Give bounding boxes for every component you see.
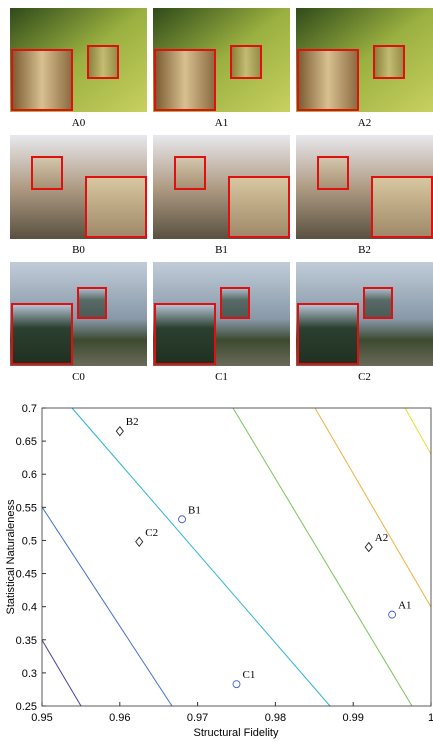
zoom-inset [85, 176, 147, 238]
zoom-box [31, 156, 63, 190]
x-tick-label: 0.97 [187, 712, 208, 724]
plot: Structural Fidelity Statistical Naturale… [5, 403, 433, 739]
zoom-box [87, 45, 119, 79]
zoom-inset [11, 49, 73, 111]
zoom-inset [154, 49, 216, 111]
image-label: A0 [72, 117, 86, 129]
point [178, 515, 186, 524]
plot-frame [41, 407, 432, 707]
zoom-box [230, 45, 262, 79]
x-tick-label: 1 [428, 712, 433, 724]
contour-line [41, 506, 173, 707]
zoom-inset [11, 303, 73, 365]
zoom-box [363, 287, 393, 319]
point-label: A1 [398, 600, 411, 612]
y-tick-label: 0.55 [16, 502, 37, 514]
y-tick-label: 0.35 [16, 635, 37, 647]
x-tick-label: 0.99 [342, 712, 363, 724]
y-tick-label: 0.25 [16, 701, 37, 713]
zoom-inset [228, 176, 290, 238]
zoom-box [77, 287, 107, 319]
image-label: B0 [72, 244, 85, 256]
image-label: C2 [358, 371, 371, 383]
image-label: C1 [215, 371, 228, 383]
x-axis-label: Structural Fidelity [194, 727, 279, 739]
point [364, 541, 373, 553]
x-tick-label: 0.95 [31, 712, 52, 724]
zoom-box [373, 45, 405, 79]
contour-line [41, 639, 82, 707]
contour-line [404, 407, 432, 455]
point-label: C1 [243, 669, 256, 681]
contour-line [232, 407, 413, 707]
point-label: B1 [188, 504, 201, 516]
zoom-box [317, 156, 349, 190]
y-tick-label: 0.65 [16, 436, 37, 448]
y-tick-label: 0.45 [16, 569, 37, 581]
y-tick-label: 0.4 [22, 602, 37, 614]
x-tick-label: 0.98 [265, 712, 286, 724]
point-label: A2 [375, 532, 388, 544]
y-tick-label: 0.6 [22, 469, 37, 481]
point [115, 425, 124, 437]
y-axis-label: Statistical Naturaleness [5, 499, 17, 614]
image-grid: A0 A1 A2 B0 B1 B2 C0 C1 C2 [10, 8, 433, 383]
zoom-inset [371, 176, 433, 238]
zoom-box [174, 156, 206, 190]
y-tick-label: 0.3 [22, 668, 37, 680]
zoom-inset [297, 49, 359, 111]
point-label: C2 [145, 527, 158, 539]
point [388, 610, 397, 619]
image-label: C0 [72, 371, 85, 383]
zoom-box [220, 287, 250, 319]
contour-line [314, 407, 432, 608]
y-tick-label: 0.7 [22, 403, 37, 415]
point [135, 536, 144, 548]
zoom-inset [297, 303, 359, 365]
zoom-inset [154, 303, 216, 365]
y-tick-label: 0.5 [22, 535, 37, 547]
image-label: B1 [215, 244, 228, 256]
contour-line [71, 407, 331, 707]
contours [41, 407, 432, 707]
image-label: A2 [358, 117, 371, 129]
image-label: A1 [215, 117, 228, 129]
point-label: B2 [126, 416, 139, 428]
x-tick-label: 0.96 [109, 712, 130, 724]
point [232, 680, 241, 689]
image-label: B2 [358, 244, 371, 256]
